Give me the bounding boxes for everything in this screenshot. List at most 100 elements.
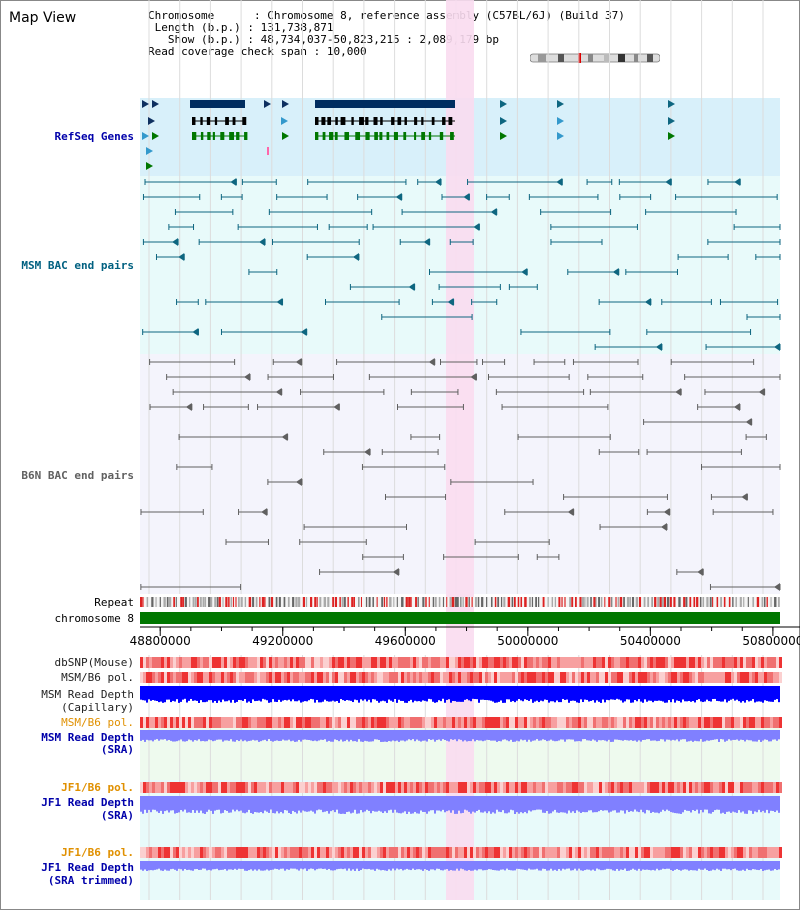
msm-sra-depth-bar [200, 730, 202, 742]
msm-sra-depth-bar [712, 730, 714, 740]
gene-exon [244, 132, 248, 140]
msm-sra-depth-bar [492, 730, 494, 741]
gene-exon [229, 132, 235, 140]
msm-bac-track[interactable] [142, 178, 781, 351]
jf1-trim-depth-bar [252, 861, 254, 871]
msm-capillary-depth-bar [376, 686, 378, 701]
msm-pol2-bar [287, 717, 290, 728]
msm-pol-bar [143, 672, 146, 683]
jf1-trim-depth-bar [300, 861, 302, 869]
msm-pol2-bar [713, 717, 716, 728]
jf1-sra-depth-bar [298, 796, 300, 811]
highlight-region[interactable] [446, 0, 474, 900]
repeat-mark [575, 597, 577, 607]
msm-pol2-bar [758, 717, 761, 728]
gene-exon [236, 132, 240, 140]
jf1-sra-depth-bar [388, 796, 390, 811]
jf1-trim-depth-bar [414, 861, 416, 870]
gene-arrow [281, 117, 288, 125]
jf1-sra-depth-bar [774, 796, 776, 813]
jf1-pol-bar [425, 782, 428, 793]
repeat-track[interactable] [140, 597, 780, 607]
gene-arrow [142, 132, 149, 140]
label-b6n-bac[interactable]: B6N BAC end pairs [21, 469, 134, 482]
msm-pol2-bar [302, 717, 305, 728]
msm-pol-bar [746, 672, 749, 683]
dbsnp-bar [410, 657, 413, 668]
msm-sra-depth-bar [254, 730, 256, 741]
jf1-pol-bar [554, 782, 557, 793]
gene-arrow [142, 100, 149, 108]
coverage-tracks[interactable] [140, 657, 782, 871]
b6n-bac-arrow [663, 508, 670, 516]
jf1-pol2-bar [530, 847, 533, 858]
msm-pol2-bar [623, 717, 626, 728]
refseq-genes-track[interactable] [142, 100, 675, 170]
repeat-mark [341, 597, 344, 607]
label-refseq-genes[interactable]: RefSeq Genes [54, 130, 134, 143]
gene-arrow [146, 147, 153, 155]
b6n-bac-arrow [660, 523, 667, 531]
msm-pol-bar [431, 672, 434, 683]
jf1-pol2-bar [377, 847, 380, 858]
gene-exon [373, 117, 378, 125]
jf1-pol2-bar [299, 847, 302, 858]
jf1-pol2-bar [254, 847, 257, 858]
dbsnp-bar [272, 657, 275, 668]
jf1-trim-depth-bar [236, 861, 238, 870]
jf1-sra-depth-bar [772, 796, 774, 811]
msm-sra-depth-bar [400, 730, 402, 741]
jf1-pol-bar [281, 782, 284, 793]
msm-pol2-bar [395, 717, 398, 728]
jf1-pol2-bar [260, 847, 263, 858]
msm-pol-bar [602, 672, 605, 683]
msm-capillary-depth-bar [688, 686, 690, 701]
msm-pol2-bar [422, 717, 425, 728]
chromosome-ideogram[interactable] [530, 53, 660, 63]
jf1-pol-bar [239, 782, 242, 793]
b6n-bac-track[interactable] [140, 358, 781, 591]
repeat-mark [706, 597, 709, 607]
msm-pol2-bar [296, 717, 299, 728]
chromosome-bar[interactable] [140, 612, 780, 624]
repeat-mark [199, 597, 202, 607]
jf1-trim-depth-bar [250, 861, 252, 870]
jf1-pol-bar [710, 782, 713, 793]
jf1-trim-depth-bar [286, 861, 288, 870]
repeat-mark [425, 597, 427, 607]
repeat-mark [305, 597, 308, 607]
jf1-sra-depth-bar [368, 796, 370, 811]
dbsnp-bar [650, 657, 653, 668]
dbsnp-bar [536, 657, 539, 668]
jf1-pol2-bar [713, 847, 716, 858]
jf1-pol-bar [371, 782, 374, 793]
jf1-sra-depth-bar [436, 796, 438, 811]
jf1-sra-depth-bar [236, 796, 238, 810]
dbsnp-bar [674, 657, 677, 668]
msm-capillary-depth-bar [526, 686, 528, 701]
msm-pol-bar [560, 672, 563, 683]
jf1-sra-depth-bar [182, 796, 184, 812]
repeat-mark [712, 597, 714, 607]
msm-pol2-bar [314, 717, 317, 728]
jf1-pol-bar [584, 782, 587, 793]
msm-sra-depth-bar [774, 730, 776, 740]
msm-sra-depth-bar [412, 730, 414, 740]
label-msm-bac[interactable]: MSM BAC end pairs [21, 259, 134, 272]
jf1-trim-depth-bar [630, 861, 632, 870]
msm-capillary-depth-bar [404, 686, 406, 703]
dbsnp-bar [647, 657, 650, 668]
jf1-trim-depth-bar [186, 861, 188, 871]
msm-capillary-depth-bar [588, 686, 590, 702]
dbsnp-bar [389, 657, 392, 668]
dbsnp-bar [341, 657, 344, 668]
repeat-mark [763, 597, 766, 607]
dbsnp-bar [374, 657, 377, 668]
msm-pol2-bar [746, 717, 749, 728]
msm-pol2-bar [359, 717, 362, 728]
jf1-sra-depth-bar [336, 796, 338, 810]
jf1-pol-bar [188, 782, 191, 793]
repeat-mark [619, 597, 623, 607]
jf1-pol2-bar [146, 847, 149, 858]
